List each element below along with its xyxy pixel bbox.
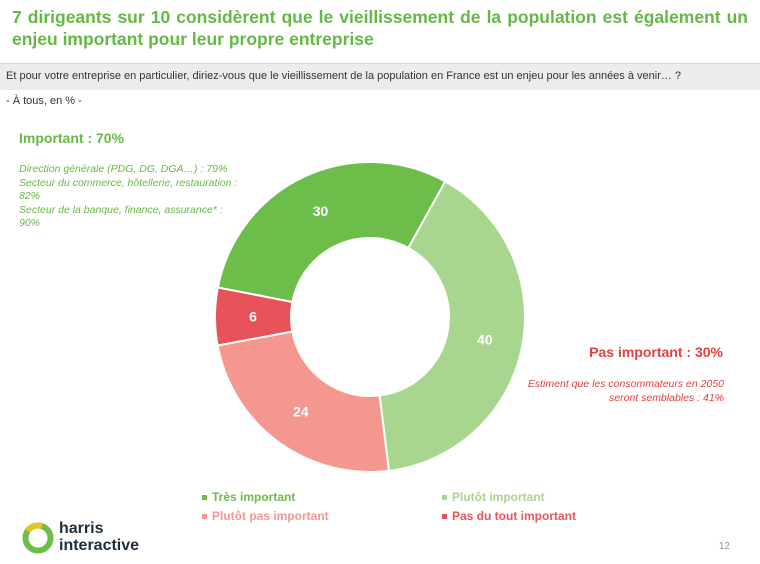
- logo-text: harris interactive: [59, 520, 139, 554]
- legend-item-plutot-important: Plutôt important: [442, 490, 622, 504]
- legend-swatch: [202, 494, 207, 500]
- legend-item-tres-important: Très important: [202, 490, 442, 504]
- sample-base: - À tous, en % -: [6, 95, 82, 107]
- legend-item-plutot-pas-important: Plutôt pas important: [202, 509, 442, 523]
- chart-legend: Très important Plutôt important Plutôt p…: [202, 490, 622, 523]
- page-title: 7 dirigeants sur 10 considèrent que le v…: [12, 7, 748, 49]
- logo-line-2: interactive: [59, 537, 140, 554]
- legend-label: Plutôt pas important: [212, 509, 329, 523]
- donut-slice-label-0: 40: [477, 331, 493, 347]
- donut-slice-label-2: 6: [249, 309, 257, 325]
- not-important-total-label: Pas important : 30%: [589, 344, 723, 360]
- legend-item-pas-du-tout-important: Pas du tout important: [442, 509, 622, 523]
- logo-line-1: harris: [59, 520, 104, 537]
- important-detail-line: Secteur de la banque, finance, assurance…: [19, 203, 223, 230]
- donut-slice-1: [216, 330, 391, 473]
- donut-slice-3: [216, 161, 447, 304]
- important-details: Direction générale (PDG, DG, DGA…) : 79%…: [19, 163, 239, 231]
- legend-label: Très important: [212, 490, 296, 504]
- legend-swatch: [202, 513, 207, 519]
- donut-slice-label-3: 30: [313, 203, 329, 219]
- survey-question: Et pour votre entreprise en particulier,…: [6, 70, 682, 82]
- not-important-detail: Estiment que les consommateurs en 2050 s…: [527, 378, 724, 404]
- donut-slice-label-1: 24: [293, 403, 309, 419]
- important-total-label: Important : 70%: [19, 130, 125, 146]
- logo-ring-icon: [22, 522, 54, 554]
- donut-slice-0: [378, 180, 526, 472]
- important-detail-line: Direction générale (PDG, DG, DGA…) : 79%: [19, 163, 228, 175]
- harris-interactive-logo: harris interactive: [22, 520, 162, 556]
- page-number: 12: [718, 541, 730, 552]
- question-bar: Et pour votre entreprise en particulier,…: [0, 63, 760, 90]
- important-detail-line: Secteur du commerce, hôtellerie, restaur…: [19, 176, 238, 203]
- legend-label: Pas du tout important: [452, 509, 576, 523]
- legend-label: Plutôt important: [452, 490, 545, 504]
- legend-swatch: [442, 513, 447, 519]
- legend-swatch: [442, 494, 447, 500]
